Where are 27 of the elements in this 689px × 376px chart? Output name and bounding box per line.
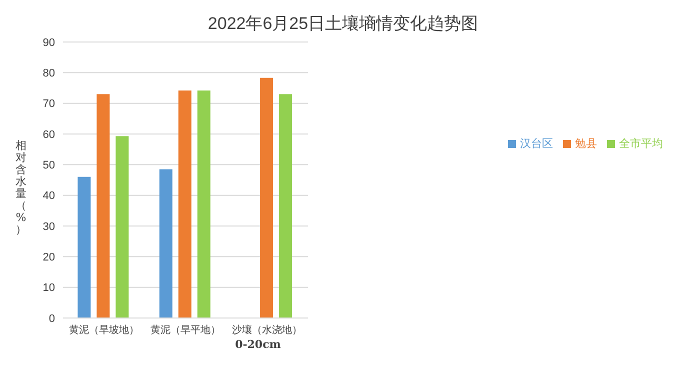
y-axis-title: 相对含水量（%） <box>16 139 26 236</box>
bar <box>78 176 91 318</box>
y-tick-label: 70 <box>42 98 55 110</box>
legend-label: 勉县 <box>575 138 597 150</box>
y-tick-label: 80 <box>42 68 55 80</box>
y-tick-label: 0 <box>48 312 55 325</box>
bar <box>260 78 274 318</box>
y-tick-label: 40 <box>42 190 55 202</box>
y-tick-label: 10 <box>42 282 55 294</box>
bar <box>279 94 292 318</box>
bar <box>116 136 129 318</box>
bar <box>197 90 210 318</box>
x-tick-label: 黄泥（旱平地） <box>150 324 220 336</box>
bar <box>159 169 172 318</box>
bar <box>178 90 192 318</box>
y-tick-label: 30 <box>42 220 55 233</box>
x-tick-label: 沙壤（水浇地） <box>232 324 302 336</box>
legend-label: 全市平均 <box>619 138 663 150</box>
bar <box>96 94 110 318</box>
y-tick-label: 60 <box>42 128 55 141</box>
text: 2022年6月25日土壤墒情变化趋势图 <box>206 13 480 35</box>
y-tick-label: 20 <box>42 252 55 264</box>
y-tick-label: 90 <box>42 36 55 49</box>
x-axis-title: 0-20cm <box>234 338 282 351</box>
y-tick-label: 50 <box>42 160 55 172</box>
x-tick-label: 黄泥（旱坡地） <box>68 324 139 336</box>
legend-label: 汉台区 <box>520 138 553 150</box>
